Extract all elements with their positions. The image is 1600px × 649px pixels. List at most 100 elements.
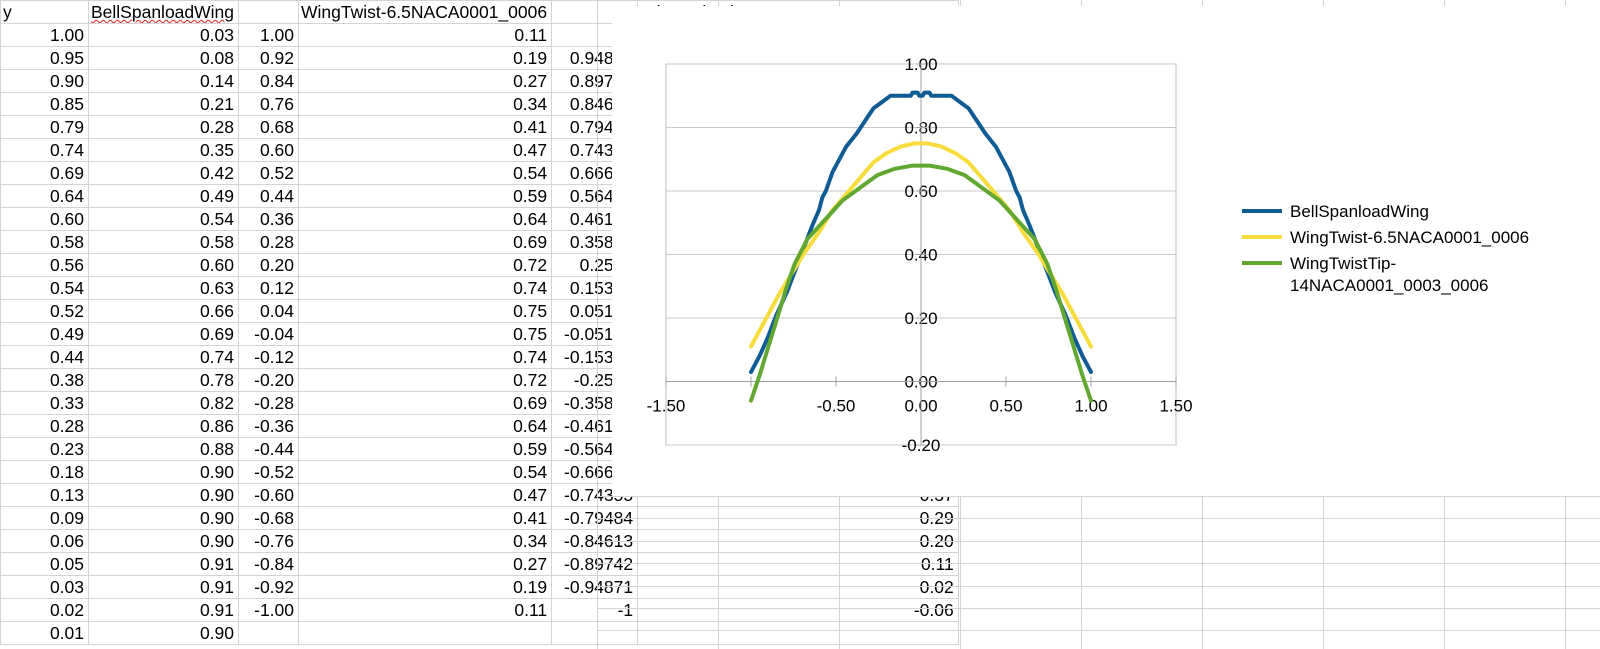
table-cell[interactable]: 0.06 (0, 529, 89, 553)
table-cell[interactable]: 0.54 (298, 161, 553, 185)
table-cell[interactable]: -0.76 (238, 529, 300, 553)
table-cell[interactable]: 0.74 (298, 276, 553, 300)
table-cell[interactable]: 0.49 (0, 322, 89, 346)
table-cell[interactable]: -0.94871 (551, 575, 639, 599)
table-cell[interactable]: 0.08 (87, 46, 240, 70)
table-cell[interactable]: 0.34 (298, 92, 553, 116)
table-cell[interactable]: 0.79 (0, 115, 89, 139)
table-cell[interactable]: 0.69 (298, 230, 553, 254)
table-cell[interactable]: 1.00 (238, 23, 300, 47)
table-cell[interactable]: 0.74 (87, 345, 240, 369)
header-cell[interactable] (238, 0, 300, 24)
table-cell[interactable]: 0.88 (87, 437, 240, 461)
table-cell[interactable]: 0.20 (238, 253, 300, 277)
table-cell[interactable]: 0.68 (238, 115, 300, 139)
table-cell[interactable]: 0.69 (87, 322, 240, 346)
table-cell[interactable]: 0.01 (0, 621, 89, 645)
table-cell[interactable]: -0.36 (238, 414, 300, 438)
table-cell[interactable]: 0.75 (298, 299, 553, 323)
table-cell[interactable]: 0.64 (0, 184, 89, 208)
table-cell[interactable]: 0.28 (238, 230, 300, 254)
table-cell[interactable]: 0.36 (238, 207, 300, 231)
table-cell[interactable] (637, 621, 959, 645)
table-cell[interactable]: 0.18 (0, 460, 89, 484)
table-cell[interactable]: 0.35 (87, 138, 240, 162)
table-cell[interactable]: 0.82 (87, 391, 240, 415)
table-cell[interactable]: 0.76 (238, 92, 300, 116)
table-cell[interactable]: 0.21 (87, 92, 240, 116)
table-cell[interactable]: 0.41 (298, 506, 553, 530)
table-cell[interactable]: 0.60 (238, 138, 300, 162)
table-cell[interactable]: -0.79484 (551, 506, 639, 530)
table-cell[interactable]: -0.68 (238, 506, 300, 530)
table-cell[interactable]: 0.72 (298, 253, 553, 277)
table-cell[interactable]: 0.12 (238, 276, 300, 300)
table-cell[interactable]: 0.75 (298, 322, 553, 346)
table-cell[interactable]: -0.20 (238, 368, 300, 392)
table-cell[interactable]: 0.13 (0, 483, 89, 507)
table-cell[interactable]: 0.95 (0, 46, 89, 70)
table-cell[interactable]: 0.02 (637, 575, 959, 599)
table-cell[interactable]: 0.60 (0, 207, 89, 231)
table-cell[interactable]: 0.23 (0, 437, 89, 461)
table-cell[interactable]: 0.27 (298, 552, 553, 576)
header-cell[interactable]: BellSpanloadWing (87, 0, 240, 24)
table-cell[interactable]: 0.90 (87, 460, 240, 484)
header-cell[interactable]: WingTwist-6.5NACA0001_0006 (298, 0, 553, 24)
table-cell[interactable]: 0.19 (298, 575, 553, 599)
table-cell[interactable]: 0.64 (298, 207, 553, 231)
table-cell[interactable]: 0.52 (0, 299, 89, 323)
table-cell[interactable]: -1 (551, 598, 639, 622)
table-cell[interactable]: 0.28 (0, 414, 89, 438)
table-cell[interactable]: 0.90 (87, 529, 240, 553)
table-cell[interactable]: -0.92 (238, 575, 300, 599)
table-cell[interactable]: 0.56 (0, 253, 89, 277)
table-cell[interactable]: 0.42 (87, 161, 240, 185)
table-cell[interactable]: 0.84 (238, 69, 300, 93)
table-cell[interactable]: 0.60 (87, 253, 240, 277)
table-cell[interactable] (551, 621, 639, 645)
table-cell[interactable]: 0.85 (0, 92, 89, 116)
table-cell[interactable]: 0.66 (87, 299, 240, 323)
table-cell[interactable]: 0.69 (298, 391, 553, 415)
table-cell[interactable]: 0.44 (238, 184, 300, 208)
table-cell[interactable]: 0.86 (87, 414, 240, 438)
table-cell[interactable]: 0.34 (298, 529, 553, 553)
table-cell[interactable]: 0.09 (0, 506, 89, 530)
table-cell[interactable]: -0.04 (238, 322, 300, 346)
table-cell[interactable]: 0.14 (87, 69, 240, 93)
table-cell[interactable]: 0.63 (87, 276, 240, 300)
table-cell[interactable]: -0.60 (238, 483, 300, 507)
table-cell[interactable]: -0.28 (238, 391, 300, 415)
table-cell[interactable]: 0.90 (87, 621, 240, 645)
table-cell[interactable]: 0.33 (0, 391, 89, 415)
table-cell[interactable] (298, 621, 553, 645)
table-cell[interactable]: 0.54 (298, 460, 553, 484)
table-cell[interactable]: 0.47 (298, 138, 553, 162)
chart[interactable]: -0.200.000.200.400.600.801.00-1.50-0.500… (612, 6, 1600, 496)
table-cell[interactable]: -0.44 (238, 437, 300, 461)
table-cell[interactable]: 0.74 (0, 138, 89, 162)
table-cell[interactable]: 0.27 (298, 69, 553, 93)
table-cell[interactable]: 0.64 (298, 414, 553, 438)
table-cell[interactable]: -0.52 (238, 460, 300, 484)
table-cell[interactable]: 0.90 (0, 69, 89, 93)
table-cell[interactable]: -0.84 (238, 552, 300, 576)
table-cell[interactable] (238, 621, 300, 645)
table-cell[interactable]: 0.54 (87, 207, 240, 231)
table-cell[interactable]: 0.69 (0, 161, 89, 185)
table-cell[interactable]: 0.91 (87, 598, 240, 622)
table-cell[interactable]: 0.02 (0, 598, 89, 622)
table-cell[interactable]: 0.90 (87, 506, 240, 530)
table-cell[interactable]: 0.91 (87, 575, 240, 599)
table-cell[interactable]: 0.04 (238, 299, 300, 323)
table-cell[interactable]: 0.72 (298, 368, 553, 392)
table-cell[interactable]: 0.58 (87, 230, 240, 254)
table-cell[interactable]: 0.38 (0, 368, 89, 392)
table-cell[interactable]: 0.03 (0, 575, 89, 599)
table-cell[interactable]: 0.28 (87, 115, 240, 139)
table-cell[interactable]: -0.12 (238, 345, 300, 369)
table-cell[interactable]: 0.52 (238, 161, 300, 185)
table-cell[interactable]: 0.19 (298, 46, 553, 70)
table-cell[interactable]: 0.92 (238, 46, 300, 70)
